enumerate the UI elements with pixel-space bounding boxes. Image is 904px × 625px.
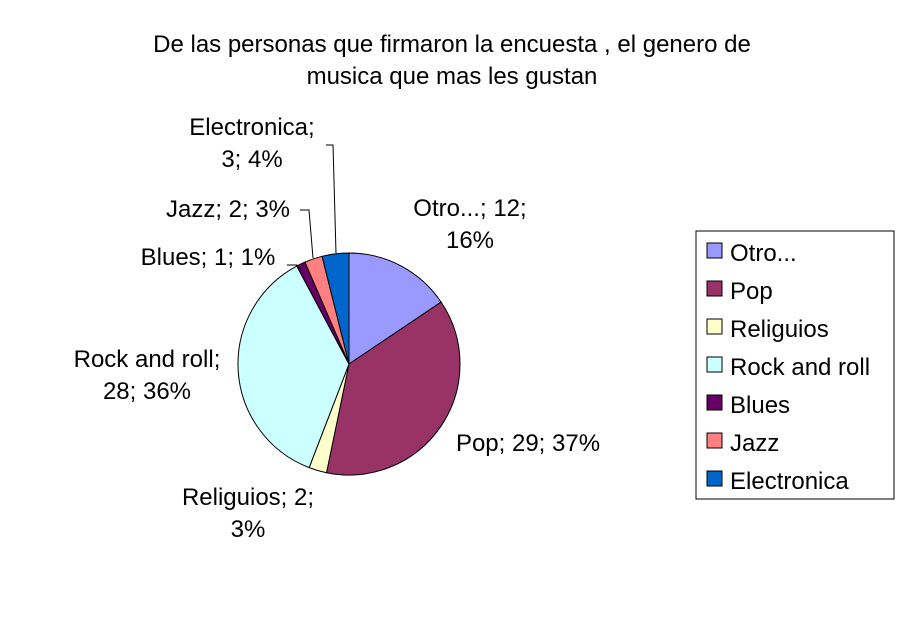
data-label-otro-line-1: Otro...; 12; bbox=[413, 195, 526, 222]
legend-label-religuios: Religuios bbox=[730, 316, 829, 343]
data-label-electronica-line-2: 3; 4% bbox=[221, 146, 282, 173]
leader-lines bbox=[287, 144, 337, 271]
data-label-blues: Blues; 1; 1% bbox=[141, 244, 276, 271]
legend-swatch-electronica bbox=[706, 470, 723, 487]
legend-box bbox=[695, 230, 895, 500]
leader-line-jazz bbox=[300, 209, 314, 259]
legend-label-rock-and-roll: Rock and roll bbox=[730, 354, 870, 381]
data-label-jazz: Jazz; 2; 3% bbox=[166, 196, 290, 223]
legend-swatch-blues bbox=[706, 394, 723, 411]
legend-label-otro: Otro... bbox=[730, 240, 797, 267]
leader-line-electronica bbox=[326, 144, 337, 254]
legend-label-electronica: Electronica bbox=[730, 468, 849, 495]
legend-swatch-pop bbox=[706, 280, 723, 297]
chart-title: De las personas que firmaron la encuesta… bbox=[153, 31, 751, 90]
legend-label-blues: Blues bbox=[730, 392, 790, 419]
leader-line-blues bbox=[287, 264, 302, 271]
legend-swatch-religuios bbox=[706, 318, 723, 335]
legend-swatch-rock-and-roll bbox=[706, 356, 723, 373]
pie-slice-pop bbox=[325, 301, 461, 476]
chart-title-line-2: musica que mas les gustan bbox=[307, 63, 598, 90]
legend-label-jazz: Jazz bbox=[730, 430, 779, 457]
legend: Otro... Pop Religuios Rock and roll Blues Jaz… bbox=[695, 230, 895, 500]
data-label-pop: Pop; 29; 37% bbox=[456, 430, 600, 457]
data-label-otro-line-2: 16% bbox=[446, 227, 494, 254]
data-label-religuios-line-1: Religuios; 2; bbox=[182, 484, 314, 511]
legend-label-pop: Pop bbox=[730, 278, 773, 305]
pie-slices bbox=[237, 252, 461, 476]
legend-swatch-otro bbox=[706, 242, 723, 259]
data-label-rock-and-roll-line-1: Rock and roll; bbox=[74, 346, 221, 373]
data-labels: Otro...; 12; 16% Pop; 29; 37% Religuios; 2;… bbox=[74, 114, 600, 543]
chart-title-line-1: De las personas que firmaron la encuesta… bbox=[153, 31, 751, 58]
pie-slice-electronica bbox=[321, 252, 350, 365]
pie-slice-otro bbox=[348, 252, 442, 365]
data-label-religuios-line-2: 3% bbox=[231, 516, 266, 543]
data-label-electronica-line-1: Electronica; bbox=[189, 114, 314, 141]
legend-swatch-jazz bbox=[706, 432, 723, 449]
data-label-rock-and-roll-line-2: 28; 36% bbox=[103, 378, 191, 405]
pie-slice-rock-and-roll bbox=[237, 265, 350, 469]
